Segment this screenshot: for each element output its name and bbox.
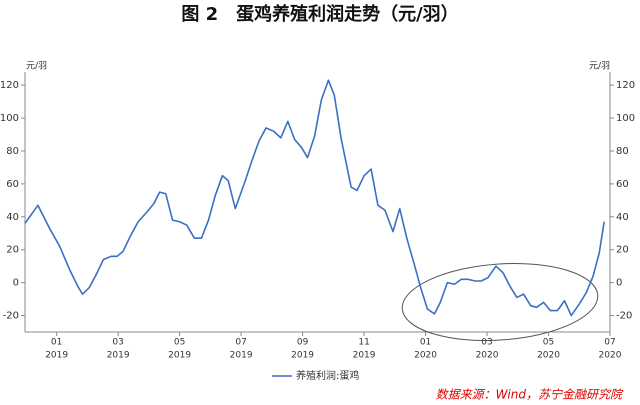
legend-label: 养殖利润:蛋鸡 [296, 369, 359, 382]
x-tick-year: 2020 [599, 351, 622, 361]
x-tick-year: 2020 [537, 351, 560, 361]
x-tick-year: 2019 [291, 351, 314, 361]
x-tick-label: 01 [51, 338, 62, 348]
x-tick-year: 2020 [414, 351, 437, 361]
y-tick-label: 20 [6, 245, 19, 256]
y2-tick-label: 0 [616, 278, 622, 289]
y-tick-label: 80 [6, 146, 19, 157]
y-tick-label: -20 [3, 311, 19, 322]
x-tick-label: 11 [358, 338, 369, 348]
y2-tick-label: 40 [616, 212, 629, 223]
data-line [24, 79, 605, 317]
x-tick-label: 07 [604, 338, 615, 348]
y2-tick-label: -20 [616, 311, 632, 322]
x-tick-label: 01 [420, 338, 431, 348]
y2-tick-label: 120 [616, 80, 635, 91]
y2-tick-label: 20 [616, 245, 629, 256]
x-tick-year: 2019 [45, 351, 68, 361]
y-tick-label: 120 [0, 80, 19, 91]
y-tick-label: 40 [6, 212, 19, 223]
x-tick-label: 05 [174, 338, 185, 348]
y2-tick-label: 60 [616, 179, 629, 190]
x-tick-year: 2019 [230, 351, 253, 361]
x-tick-year: 2019 [168, 351, 191, 361]
y2-tick-label: 80 [616, 146, 629, 157]
x-tick-label: 09 [297, 338, 309, 348]
x-tick-label: 05 [543, 338, 554, 348]
x-tick-label: 03 [112, 338, 123, 348]
y-unit: 元/羽 [26, 61, 47, 72]
x-tick-label: 03 [481, 338, 492, 348]
x-tick-year: 2019 [107, 351, 130, 361]
highlight-ellipse [401, 262, 599, 342]
chart-title: 图 2 蛋鸡养殖利润走势（元/羽） [181, 3, 458, 25]
y2-unit: 元/羽 [589, 61, 610, 72]
y-tick-label: 60 [6, 179, 19, 190]
x-tick-label: 07 [235, 338, 246, 348]
y2-tick-label: 100 [616, 113, 635, 124]
x-tick-year: 2019 [353, 351, 376, 361]
x-tick-year: 2020 [476, 351, 499, 361]
source-note: 数据来源：Wind，苏宁金融研究院 [436, 388, 624, 402]
y-tick-label: 0 [13, 278, 19, 289]
y-tick-label: 100 [0, 113, 19, 124]
